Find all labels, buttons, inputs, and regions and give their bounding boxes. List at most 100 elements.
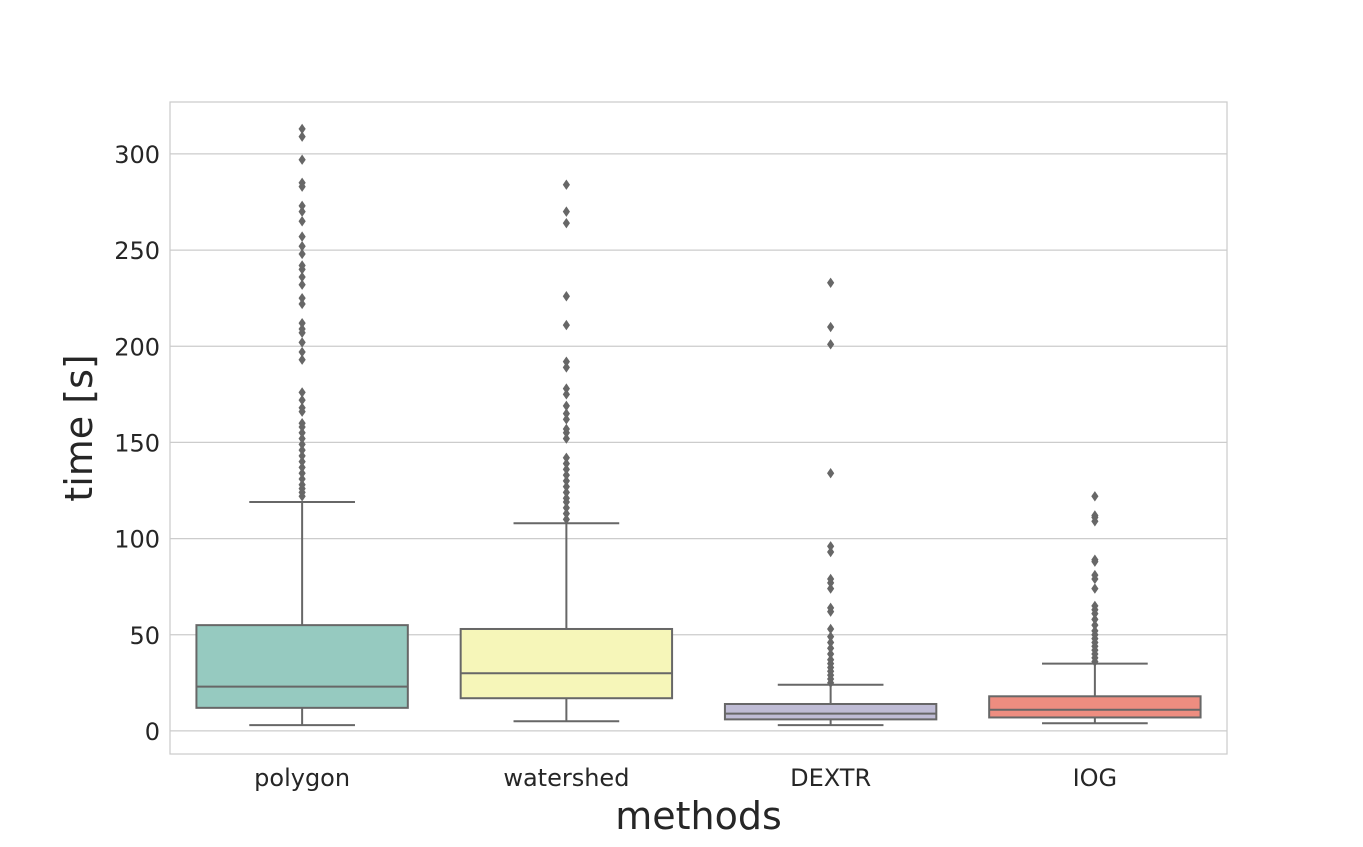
outlier-point <box>298 271 306 283</box>
y-tick-labels: 0 50 100 150 200 250 300 <box>114 141 160 746</box>
outlier-point <box>1091 600 1099 612</box>
y-tick-label-150: 150 <box>114 429 160 457</box>
outlier-point <box>562 458 570 469</box>
box-group-dextr <box>723 277 938 727</box>
x-axis-title: methods <box>615 794 782 838</box>
outlier-point <box>562 508 570 519</box>
outlier-point <box>562 464 570 475</box>
outlier-point <box>298 241 306 252</box>
x-tick-label-watershed: watershed <box>503 764 629 792</box>
outlier-point <box>562 493 570 504</box>
outlier-point <box>298 206 306 217</box>
outlier-point <box>298 427 306 439</box>
x-tick-label-polygon: polygon <box>254 764 350 792</box>
box-group-polygon <box>195 123 409 727</box>
outlier-point <box>1091 614 1099 625</box>
outlier-point <box>827 637 835 648</box>
outlier-point <box>562 469 570 481</box>
outlier-point <box>298 123 306 135</box>
outlier-point <box>827 631 835 642</box>
outlier-point <box>827 643 835 654</box>
outlier-point <box>298 462 306 473</box>
x-tick-label-iog: IOG <box>1073 764 1118 792</box>
outlier-point <box>298 417 306 429</box>
box-iqr <box>459 627 674 700</box>
outlier-point <box>298 216 306 227</box>
outlier-point <box>298 450 306 462</box>
outlier-point <box>827 467 835 479</box>
outlier-point <box>298 177 306 188</box>
outlier-point <box>298 154 306 165</box>
box-iqr <box>723 702 938 721</box>
outlier-point <box>298 317 306 329</box>
outlier-point <box>827 623 835 635</box>
outlier-point <box>562 389 570 400</box>
outlier-point <box>827 583 835 594</box>
outlier-point <box>298 248 306 260</box>
outlier-point <box>1091 583 1099 594</box>
x-tick-label-dextr: DEXTR <box>790 764 871 792</box>
outlier-point <box>562 362 570 373</box>
outlier-point <box>562 475 570 487</box>
outlier-point <box>827 277 835 288</box>
outlier-point <box>298 473 306 485</box>
outlier-point <box>298 394 306 406</box>
outlier-point <box>298 439 306 450</box>
y-tick-label-250: 250 <box>114 237 160 265</box>
outlier-point <box>298 433 306 444</box>
outlier-point <box>1091 569 1099 581</box>
outlier-point <box>562 423 570 435</box>
outlier-point <box>827 546 835 558</box>
outlier-point <box>562 319 570 331</box>
outlier-point <box>827 602 835 614</box>
outlier-point <box>562 408 570 419</box>
outlier-point <box>562 481 570 492</box>
x-tick-labels: polygon watershed DEXTR IOG <box>254 764 1117 792</box>
y-tick-label-300: 300 <box>114 141 160 169</box>
outlier-point <box>562 452 570 464</box>
outlier-point <box>298 298 306 310</box>
outlier-point <box>298 323 306 335</box>
outlier-point <box>827 339 835 350</box>
outlier-point <box>827 321 835 333</box>
outlier-point <box>298 346 306 358</box>
outlier-point <box>298 231 306 242</box>
y-axis-title: time [s] <box>57 354 101 501</box>
outlier-point <box>298 354 306 365</box>
box-iqr <box>988 695 1202 719</box>
outlier-point <box>1091 491 1099 502</box>
outlier-point <box>562 414 570 425</box>
outlier-point <box>298 279 306 290</box>
boxes-layer <box>195 123 1202 727</box>
outlier-point <box>827 654 835 665</box>
outlier-point <box>298 479 306 490</box>
outlier-point <box>1091 625 1099 637</box>
outlier-point <box>827 648 835 660</box>
outlier-point <box>562 502 570 514</box>
outlier-point <box>562 487 570 498</box>
outlier-point <box>827 573 835 585</box>
y-tick-label-0: 0 <box>145 718 160 746</box>
outlier-point <box>562 383 570 394</box>
outlier-point <box>1091 554 1099 565</box>
outlier-point <box>562 206 570 217</box>
outlier-point <box>298 200 306 212</box>
outlier-point <box>827 541 835 552</box>
outlier-point <box>298 387 306 398</box>
outlier-point <box>298 337 306 348</box>
outlier-point <box>1091 510 1099 521</box>
y-tick-label-100: 100 <box>114 526 160 554</box>
box-group-watershed <box>459 179 674 723</box>
outlier-point <box>562 217 570 229</box>
outlier-point <box>298 456 306 467</box>
box-group-iog <box>988 491 1202 725</box>
outlier-point <box>298 131 306 142</box>
outlier-point <box>562 179 570 190</box>
outlier-point <box>298 292 306 304</box>
outlier-point <box>562 291 570 302</box>
outlier-point <box>298 402 306 414</box>
box-iqr <box>195 624 409 709</box>
plot-frame <box>169 101 1228 755</box>
outlier-point <box>562 400 570 412</box>
outlier-point <box>562 433 570 444</box>
